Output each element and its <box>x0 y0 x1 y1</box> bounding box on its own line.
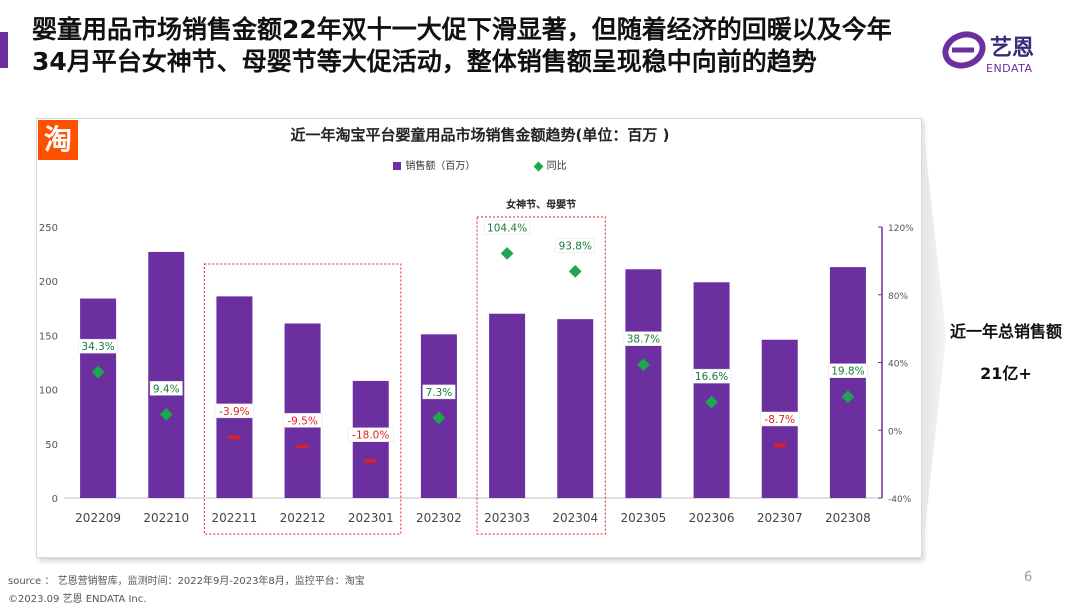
y-left-tick-label: 250 <box>39 223 58 234</box>
headline-line-1: 婴童用品市场销售金额22年双十一大促下滑显著，但随着经济的回暖以及今年 <box>32 15 892 44</box>
yoy-label: 38.7% <box>627 334 660 346</box>
bar-202305 <box>625 269 662 498</box>
legend-label-sales: 销售额（百万） <box>405 161 476 172</box>
yoy-label: -9.5% <box>287 415 317 427</box>
endata-logo: 艺恩 ENDATA <box>940 26 1058 76</box>
logo-text-cn: 艺恩 <box>990 36 1035 61</box>
yoy-marker-202307 <box>773 443 786 447</box>
bar-202304 <box>557 319 594 498</box>
yoy-label-bg <box>760 411 800 427</box>
headline-line-2: 34月平台女神节、母婴节等大促活动，整体销售额呈现稳中向前的趋势 <box>32 47 817 76</box>
yoy-label-bg <box>149 381 183 396</box>
x-tick-label: 202302 <box>416 511 462 525</box>
source-note: source ： 艺恩营销智库，监测时间：2022年9月-2023年8月，监控平… <box>8 576 365 587</box>
highlight-label: 女神节、母婴节 <box>506 198 576 211</box>
yoy-marker-202301 <box>364 459 377 463</box>
legend-label-yoy: 同比 <box>546 161 567 172</box>
yoy-label-bg <box>422 384 456 400</box>
x-tick-label: 202212 <box>280 511 326 525</box>
x-tick-label: 202307 <box>757 511 803 525</box>
x-tick-label: 202308 <box>825 511 871 525</box>
endata-logo-icon <box>942 31 986 69</box>
yoy-label-bg <box>623 331 664 346</box>
y-right-tick-label: -40% <box>888 495 912 505</box>
page-headline: 婴童用品市场销售金额22年双十一大促下滑显著，但随着经济的回暖以及今年 34月平… <box>32 14 952 78</box>
copyright-note: ©2023.09 艺恩 ENDATA Inc. <box>8 594 147 605</box>
summary-value: 21亿+ <box>980 364 1032 383</box>
x-tick-label: 202304 <box>552 511 598 525</box>
y-left-tick-label: 100 <box>39 386 58 397</box>
yoy-marker-202209 <box>91 365 105 379</box>
yoy-label-bg <box>484 220 531 235</box>
yoy-label: 7.3% <box>426 387 453 399</box>
legend-item-sales: 销售额（百万） <box>393 157 475 172</box>
x-tick-label: 202211 <box>212 511 258 525</box>
yoy-label-bg <box>828 363 868 378</box>
y-right-tick-label: 120% <box>888 224 914 234</box>
bar-202308 <box>829 267 866 498</box>
yoy-label-bg <box>555 238 595 253</box>
bar-202210 <box>148 251 185 498</box>
yoy-label-bg <box>347 427 394 442</box>
y-left-tick-label: 50 <box>45 440 58 451</box>
yoy-label: 104.4% <box>487 222 527 234</box>
yoy-marker-202212 <box>296 444 309 449</box>
yoy-marker-202210 <box>159 407 173 421</box>
legend-item-yoy: 同比 <box>533 157 567 172</box>
x-tick-label: 202209 <box>75 511 121 525</box>
chart-title: 近一年淘宝平台婴童用品市场销售金额趋势(单位：百万 ) <box>290 126 670 144</box>
yoy-label-bg <box>282 413 323 428</box>
x-tick-label: 202210 <box>143 511 189 525</box>
page-number: 6 <box>1024 570 1033 585</box>
y-left-tick-label: 150 <box>39 331 58 342</box>
x-tick-label: 202305 <box>621 511 667 525</box>
yoy-label: -18.0% <box>352 430 389 442</box>
yoy-label-bg <box>214 403 255 419</box>
summary-title: 近一年总销售额 <box>949 322 1062 341</box>
accent-bar <box>0 32 8 68</box>
chart-legend: 销售额（百万） 同比 <box>80 157 880 172</box>
yoy-label: 19.8% <box>831 366 864 378</box>
yoy-marker-202302 <box>432 411 446 425</box>
yoy-label: 9.4% <box>153 383 180 395</box>
y-right-tick-label: 80% <box>888 292 908 302</box>
legend-swatch-bar <box>393 162 402 170</box>
yoy-label: -8.7% <box>765 414 795 426</box>
y-left-tick-label: 200 <box>39 277 58 288</box>
yoy-marker-202304 <box>568 265 582 278</box>
yoy-label-bg <box>78 338 118 354</box>
bar-202209 <box>80 298 117 498</box>
yoy-marker-202303 <box>500 247 514 260</box>
taobao-icon: 淘 <box>38 120 78 160</box>
yoy-label: 16.6% <box>695 371 728 383</box>
x-tick-label: 202303 <box>484 511 530 525</box>
bar-202211 <box>216 296 253 498</box>
yoy-label: -3.9% <box>219 406 249 418</box>
yoy-marker-202211 <box>228 435 241 439</box>
bar-202303 <box>489 313 526 498</box>
yoy-label: 93.8% <box>559 240 592 252</box>
highlight-box <box>203 263 402 535</box>
y-right-tick-label: 0% <box>888 427 903 437</box>
highlight-box <box>476 216 606 535</box>
yoy-label-bg <box>691 368 732 384</box>
x-tick-label: 202301 <box>348 511 394 525</box>
yoy-label: 34.3% <box>81 341 114 353</box>
y-left-tick-label: 0 <box>52 494 58 505</box>
logo-text-en: ENDATA <box>986 62 1033 75</box>
bar-202212 <box>284 323 321 498</box>
y-right-tick-label: 40% <box>888 360 908 370</box>
x-tick-label: 202306 <box>689 511 735 525</box>
bar-202306 <box>693 282 730 498</box>
